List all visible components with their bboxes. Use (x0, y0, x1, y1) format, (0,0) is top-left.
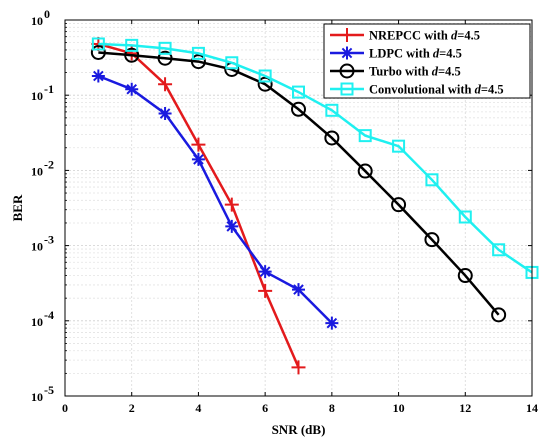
data-point (91, 37, 105, 51)
data-point (392, 139, 406, 153)
legend-entry: NREPCC with d=4.5 (330, 28, 480, 43)
data-point (257, 76, 273, 92)
legend-label: Convolutional with d=4.5 (369, 83, 504, 97)
data-point (225, 219, 239, 233)
data-point (90, 44, 106, 60)
data-point (124, 47, 140, 63)
series-line (97, 74, 333, 325)
x-tick-label: 0 (62, 401, 68, 415)
data-point (391, 197, 407, 213)
data-point (291, 101, 306, 117)
y-tick-label: 10 (31, 14, 43, 28)
x-tick-label: 14 (526, 401, 538, 415)
x-tick-label: 4 (195, 401, 201, 415)
legend-marker (340, 28, 354, 42)
series-layer (90, 36, 539, 375)
y-tick-exponent: 0 (44, 7, 50, 21)
data-point (291, 360, 306, 375)
legend-entry: LDPC with d=4.5 (330, 46, 462, 61)
data-point (424, 232, 440, 248)
data-point (191, 152, 205, 166)
y-tick-label: 10 (31, 164, 43, 178)
x-axis-label: SNR (dB) (272, 422, 326, 437)
data-point (125, 82, 139, 96)
data-point (357, 163, 373, 179)
data-point (492, 243, 506, 257)
data-point (325, 316, 339, 330)
data-point (190, 54, 206, 70)
data-point (224, 197, 239, 212)
data-point (191, 137, 206, 152)
data-point (457, 268, 473, 284)
plot-frame (64, 19, 533, 397)
data-point (91, 69, 105, 83)
x-tick-label: 8 (329, 401, 335, 415)
data-point (491, 307, 507, 323)
data-point (425, 173, 439, 187)
data-point (125, 38, 139, 52)
legend-label: LDPC with d=4.5 (369, 47, 462, 61)
legend-marker (340, 46, 354, 60)
data-point (324, 130, 340, 146)
legend: NREPCC with d=4.5 LDPC with d=4.5 Turbo wi… (323, 23, 531, 99)
data-point (292, 283, 305, 297)
legend-marker (339, 63, 355, 79)
x-tick-label: 10 (393, 401, 405, 415)
data-point (325, 103, 339, 117)
y-tick-label: 10 (31, 89, 43, 103)
x-tick-label: 12 (459, 401, 471, 415)
y-tick-exponent: -3 (44, 233, 54, 247)
data-point (191, 46, 205, 60)
series-line (98, 51, 500, 316)
data-point (258, 69, 272, 83)
y-tick-label: 10 (31, 315, 43, 329)
data-point (158, 107, 172, 121)
legend-label: NREPCC with d=4.5 (369, 29, 480, 43)
legend-label: Turbo with d=4.5 (369, 65, 461, 79)
data-point (258, 283, 273, 298)
series-3 (90, 44, 507, 323)
y-tick-exponent: -4 (44, 308, 54, 322)
data-point (225, 56, 239, 70)
y-tick-exponent: -2 (44, 157, 54, 171)
data-point (292, 85, 305, 99)
data-point (158, 77, 173, 92)
y-tick-exponent: -1 (44, 82, 54, 96)
data-point (258, 265, 272, 279)
data-point (157, 50, 173, 66)
data-point (458, 210, 472, 224)
data-point (358, 129, 372, 143)
data-point (158, 41, 172, 55)
legend-entry: Convolutional with d=4.5 (330, 82, 504, 97)
y-tick-label: 10 (31, 240, 43, 254)
legend-marker (340, 82, 354, 96)
x-tick-label: 2 (129, 401, 135, 415)
legend-box (323, 23, 531, 99)
y-tick-label: 10 (31, 390, 43, 404)
series-4 (91, 37, 539, 279)
legend-entry: Turbo with d=4.5 (330, 63, 461, 79)
series-1 (91, 36, 306, 375)
y-tick-exponent: -5 (44, 383, 54, 397)
series-2 (91, 69, 339, 330)
y-axis-label: BER (10, 194, 25, 221)
x-tick-label: 6 (262, 401, 268, 415)
